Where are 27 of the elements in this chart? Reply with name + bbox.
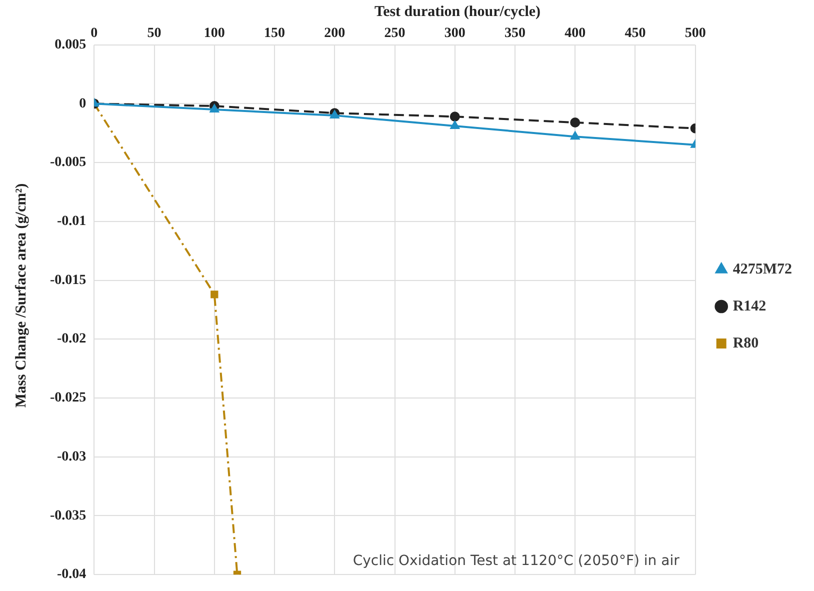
x-tick-label: 200 [324,26,346,42]
y-tick-label: -0.005 [50,155,86,170]
x-tick-label: 250 [384,26,406,42]
y-tick-label: -0.025 [50,390,86,406]
x-tick-label: 150 [264,26,286,42]
y-axis-title: Mass Change /Surface area (g/cm²) [14,183,30,408]
y-tick-label: -0.015 [50,272,86,288]
x-tick-label: 300 [444,26,466,42]
y-tick-label: -0.02 [56,332,86,347]
x-tick-label: 400 [564,26,586,42]
y-tick-label: -0.03 [56,449,86,464]
x-tick-label: 350 [504,26,526,42]
x-tick-label: 100 [204,26,225,42]
y-tick-label: -0.035 [50,508,86,524]
y-tick-label: -0.01 [56,214,86,230]
legend-label: 4275M72 [732,261,792,278]
legend-label: R142 [732,298,766,314]
annotation: Cyclic Oxidation Test at 1120°C (2050°F) in air [352,553,680,570]
y-tick-label: 0.005 [54,37,86,52]
legend-label: R80 [732,335,759,352]
y-tick-label: -0.04 [56,567,86,582]
x-tick-label: 0 [90,26,98,42]
x-axis-title: Test duration (hour/cycle) [373,4,542,21]
x-tick-label: 500 [684,26,706,42]
x-tick-label: 50 [147,26,162,42]
x-tick-label: 450 [624,26,646,42]
y-tick-label: 0 [79,96,86,112]
